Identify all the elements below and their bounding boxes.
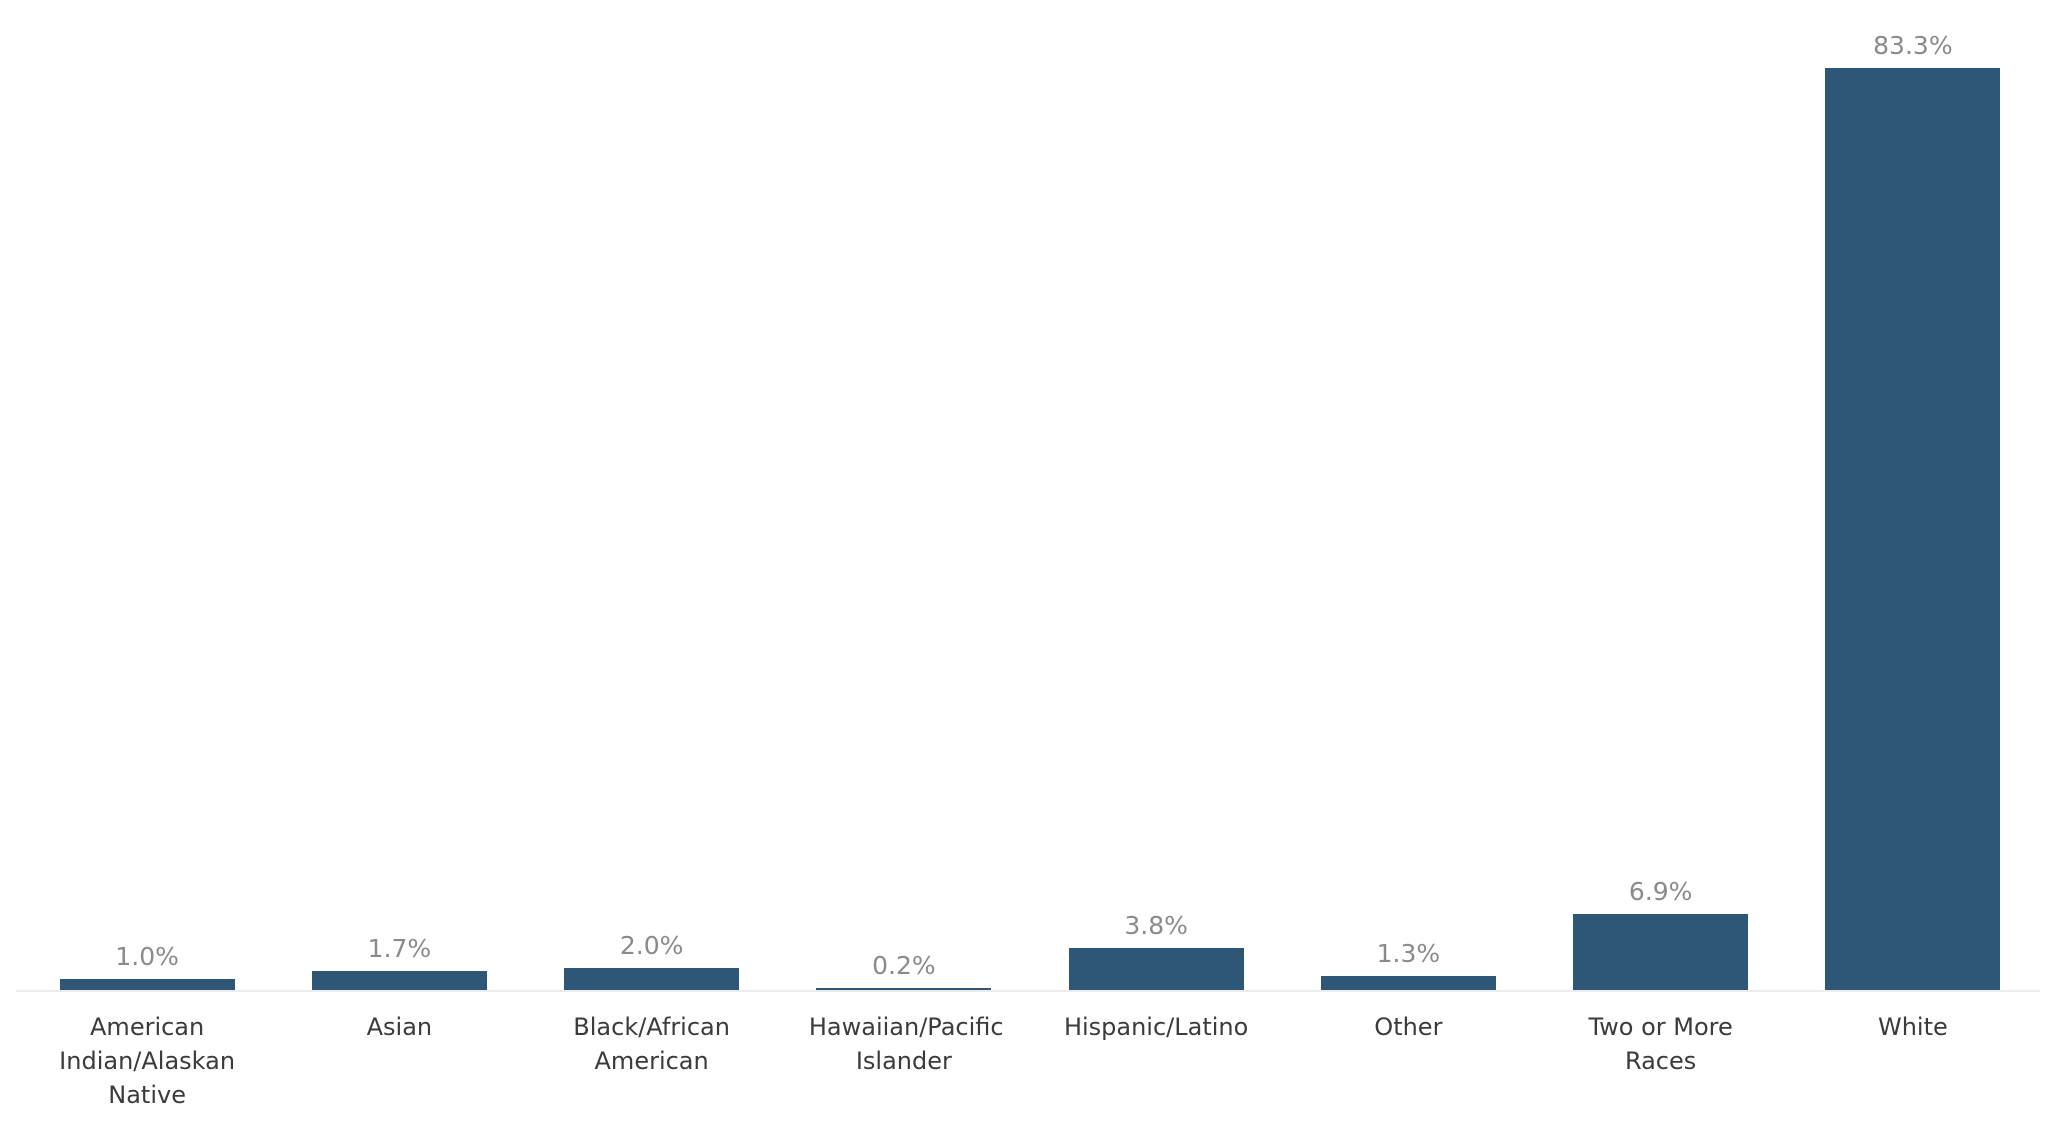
category-cell: Hispanic/Latino [1030,1010,1282,1044]
category-cell: Other [1282,1010,1534,1044]
category-label: Hawaiian/Pacific Islander [808,1013,1004,1075]
bar-value-label: 2.0% [619,931,684,961]
category-cell: Black/African American [526,1010,778,1078]
bar-value-label: 0.2% [872,951,936,981]
bar-column: 1.3% [1282,0,1534,990]
bar-column: 2.0% [526,0,778,990]
bar-column: 83.3% [1787,0,2039,990]
category-label: Other [1374,1013,1443,1041]
category-axis: American Indian/Alaskan Native Asian Bla… [21,1010,2039,1112]
bar-column: 0.2% [778,0,1030,990]
category-cell: Two or More Races [1535,1010,1787,1078]
bar[interactable] [816,987,992,990]
bar-column: 1.0% [21,0,273,990]
plot-area: 1.0% 1.7% 2.0% 0.2% 3.8% 1.3% 6.9% 83.3% [21,0,2039,990]
category-cell: Hawaiian/Pacific Islander [778,1010,1030,1078]
category-label: Black/African American [573,1013,730,1075]
category-label: American Indian/Alaskan Native [59,1013,236,1109]
bar-value-label: 6.9% [1628,876,1693,906]
bar-value-label: 83.3% [1873,31,1953,61]
bar[interactable] [564,967,740,990]
x-axis-line [16,990,2040,992]
bar[interactable] [1320,975,1496,990]
bar-value-label: 1.3% [1376,938,1441,968]
category-label: Asian [366,1013,433,1041]
category-label: Two or More Races [1588,1013,1733,1075]
category-label: Hispanic/Latino [1063,1013,1249,1041]
bar-column: 3.8% [1030,0,1282,990]
bar-value-label: 3.8% [1124,911,1188,941]
bar-value-label: 1.7% [367,934,432,964]
bar[interactable] [311,971,487,990]
category-cell: Asian [273,1010,525,1044]
bar-value-label: 1.0% [115,942,179,972]
category-label: White [1877,1013,1948,1041]
bar[interactable] [59,978,235,990]
bar-column: 1.7% [273,0,525,990]
bar[interactable] [1825,68,2001,990]
bar-column: 6.9% [1535,0,1787,990]
bar[interactable] [1573,913,1749,990]
bar[interactable] [1068,947,1244,990]
category-cell: American Indian/Alaskan Native [21,1010,273,1112]
category-cell: White [1787,1010,2039,1044]
